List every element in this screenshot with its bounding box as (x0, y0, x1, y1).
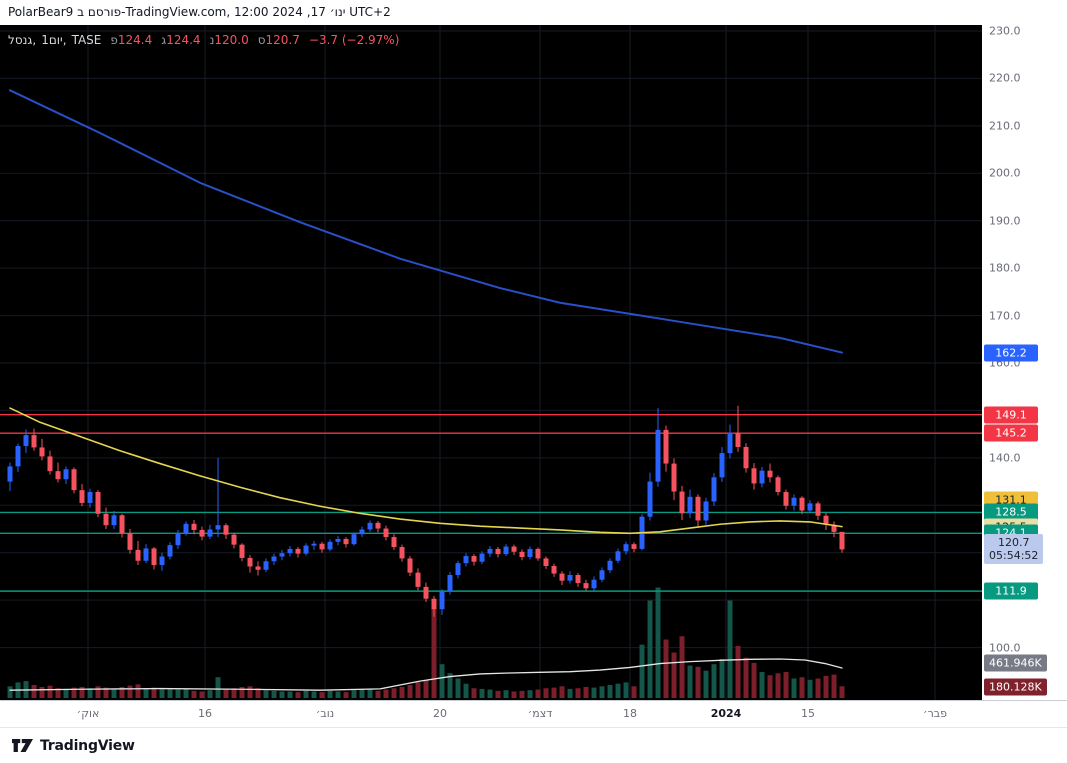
time-axis-label: נוב׳ (315, 707, 335, 720)
legend-high: ג124.4 (161, 33, 201, 47)
chart-background (0, 25, 982, 700)
publish-header: PolarBear9 פורסם ב-TradingView.com, ינו׳… (0, 0, 1067, 25)
price-tick-label: 200.0 (989, 166, 1021, 180)
time-axis-label: 15 (801, 707, 815, 720)
price-badge: 120.7 05:54:52 (984, 534, 1044, 565)
legend-exchange[interactable]: TASE (71, 33, 102, 47)
volume-ma-line (9, 658, 843, 691)
price-tick-label: 190.0 (989, 214, 1021, 228)
price-tick-label: 230.0 (989, 24, 1021, 38)
legend-change: −3.7 (−2.97%) (308, 33, 400, 47)
chart-pane[interactable]: גנסל, 1יום, TASE פ124.4 ג124.4 נ120.0 ס1… (0, 25, 982, 700)
price-badge: 149.1 (984, 406, 1038, 424)
countdown-timer: 05:54:52 (989, 549, 1039, 563)
legend-close: ס120.7 (257, 33, 300, 47)
time-axis-label: 2024 (710, 707, 742, 720)
price-badge: 145.2 (984, 424, 1038, 442)
tradingview-wordmark[interactable]: TradingView (40, 737, 135, 754)
price-tick-label: 220.0 (989, 71, 1021, 85)
time-axis-label: אוק׳ (76, 707, 100, 720)
time-axis-label: 18 (623, 707, 637, 720)
chart-grid (0, 25, 982, 700)
legend-open: פ124.4 (110, 33, 153, 47)
price-badge: 162.2 (984, 344, 1038, 362)
price-badge: 461.946K (984, 654, 1047, 672)
tradingview-logo-icon[interactable] (12, 738, 33, 753)
chart-canvas[interactable] (0, 25, 982, 700)
time-axis-label: פבר׳ (922, 707, 948, 720)
price-badge: 180.128K (984, 678, 1047, 696)
publish-header-text: PolarBear9 פורסם ב-TradingView.com, ינו׳… (8, 5, 391, 19)
attribution-footer: TradingView (0, 728, 1067, 763)
price-tick-label: 210.0 (989, 119, 1021, 133)
ma-yellow-line (9, 407, 843, 535)
legend-interval[interactable]: 1יום, (41, 33, 67, 47)
price-tick-label: 140.0 (989, 451, 1021, 465)
legend-low: נ120.0 (209, 33, 249, 47)
legend-symbol[interactable]: גנסל, (8, 33, 37, 47)
ma-blue-line (9, 89, 843, 354)
time-scale[interactable]: אוק׳ 16 נוב׳ 20 דצמ׳ 18 2024 15 פבר׳ (0, 700, 1067, 728)
symbol-legend: גנסל, 1יום, TASE פ124.4 ג124.4 נ120.0 ס1… (8, 33, 399, 47)
price-tick-label: 180.0 (989, 261, 1021, 275)
price-badge: 128.5 (984, 503, 1038, 521)
time-axis-label: 20 (433, 707, 447, 720)
price-tick-label: 100.0 (989, 641, 1021, 655)
price-badge: 111.9 (984, 582, 1038, 600)
volume-bars (7, 587, 845, 698)
time-axis-label: 16 (198, 707, 212, 720)
price-tick-label: 170.0 (989, 309, 1021, 323)
price-scale[interactable]: 230.0 220.0 210.0 200.0 190.0 180.0 170.0 160.0… (982, 25, 1067, 700)
candles (7, 405, 845, 617)
time-axis-label: דצמ׳ (527, 707, 553, 720)
